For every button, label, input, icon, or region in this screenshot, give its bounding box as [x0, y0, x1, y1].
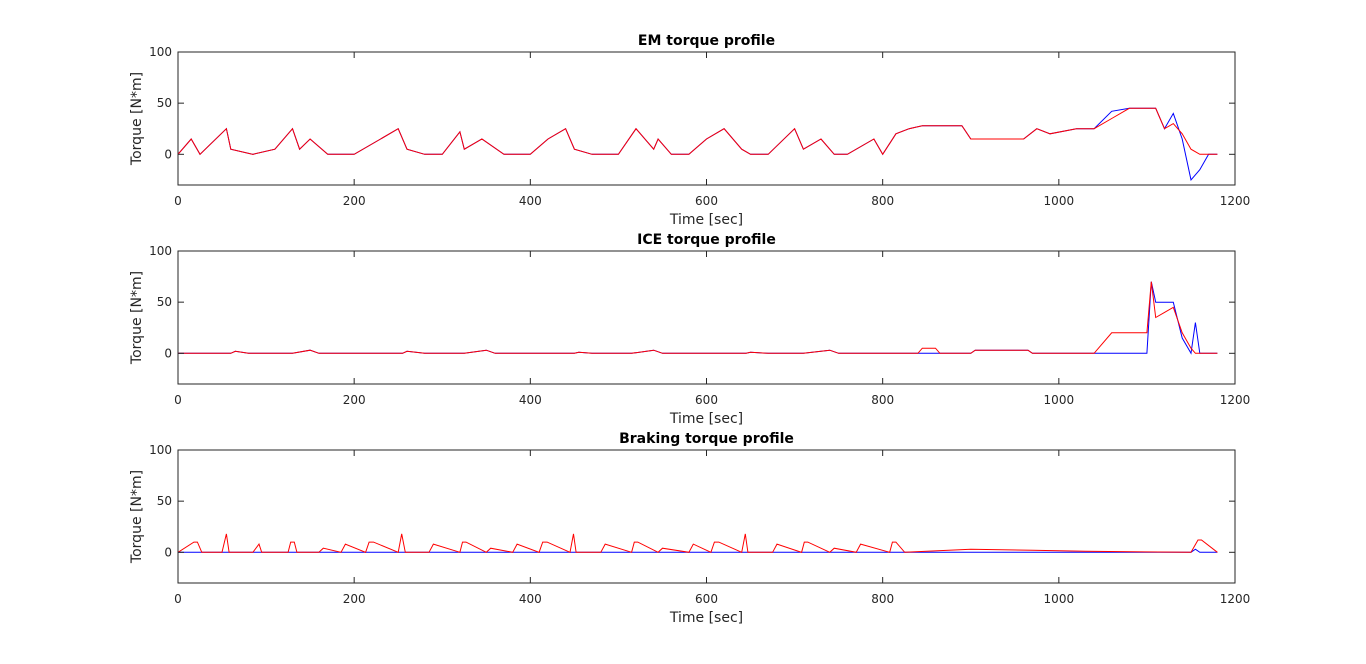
ice-y-tick-label: 100	[149, 244, 172, 258]
braking-chart-title: Braking torque profile	[619, 431, 794, 447]
braking-x-tick-label: 1000	[1044, 592, 1075, 606]
braking-plot-area	[177, 449, 1236, 584]
em-x-tick-label: 400	[519, 194, 542, 208]
braking-torque-chart: 0 200 400 600 800 1000 1200 0 50 100 Braking torqu…	[129, 431, 1250, 626]
braking-x-tick-label: 200	[343, 592, 366, 606]
em-torque-chart: 0 200 400 600 800 1000 1200 0 50 100 EM torque pro…	[129, 33, 1250, 228]
em-y-axis-label: Torque [N*m]	[129, 72, 145, 166]
braking-y-tick-label: 50	[157, 494, 172, 508]
ice-series-line-red	[178, 281, 1218, 354]
braking-x-tick-label: 400	[519, 592, 542, 606]
braking-series-line-red	[178, 533, 1218, 554]
braking-x-tick-label: 600	[695, 592, 718, 606]
ice-chart-title: ICE torque profile	[637, 232, 776, 248]
ice-torque-chart: 0 200 400 600 800 1000 1200 0 50 100 ICE torque pr…	[129, 232, 1250, 427]
em-x-tick-label: 200	[343, 194, 366, 208]
ice-y-tick-label: 0	[164, 346, 172, 360]
ice-x-tick-label: 1200	[1220, 393, 1251, 407]
braking-y-tick-label: 100	[149, 443, 172, 457]
em-chart-title: EM torque profile	[638, 33, 775, 49]
braking-x-tick-label: 800	[871, 592, 894, 606]
em-y-tick-label: 0	[164, 147, 172, 161]
ice-x-tick-label: 0	[174, 393, 182, 407]
ice-plot-area	[177, 250, 1236, 385]
em-x-axis-label: Time [sec]	[669, 212, 743, 228]
em-x-tick-label: 1200	[1220, 194, 1251, 208]
em-y-tick-label: 100	[149, 45, 172, 59]
braking-x-tick-label: 0	[174, 592, 182, 606]
ice-x-tick-label: 1000	[1044, 393, 1075, 407]
ice-y-tick-label: 50	[157, 295, 172, 309]
em-x-tick-label: 1000	[1044, 194, 1075, 208]
braking-x-axis-label: Time [sec]	[669, 610, 743, 626]
em-plot-area	[177, 51, 1236, 186]
braking-series-line-blue	[178, 548, 1218, 553]
ice-x-tick-label: 200	[343, 393, 366, 407]
ice-y-axis-label: Torque [N*m]	[129, 271, 145, 365]
ice-x-tick-label: 800	[871, 393, 894, 407]
em-x-tick-label: 800	[871, 194, 894, 208]
ice-x-tick-label: 400	[519, 393, 542, 407]
braking-y-axis-label: Torque [N*m]	[129, 470, 145, 564]
em-x-tick-label: 0	[174, 194, 182, 208]
em-y-tick-label: 50	[157, 96, 172, 110]
ice-x-tick-label: 600	[695, 393, 718, 407]
em-x-tick-label: 600	[695, 194, 718, 208]
braking-y-tick-label: 0	[164, 545, 172, 559]
ice-x-axis-label: Time [sec]	[669, 411, 743, 427]
braking-x-tick-label: 1200	[1220, 592, 1251, 606]
em-series-line-red	[178, 107, 1218, 156]
